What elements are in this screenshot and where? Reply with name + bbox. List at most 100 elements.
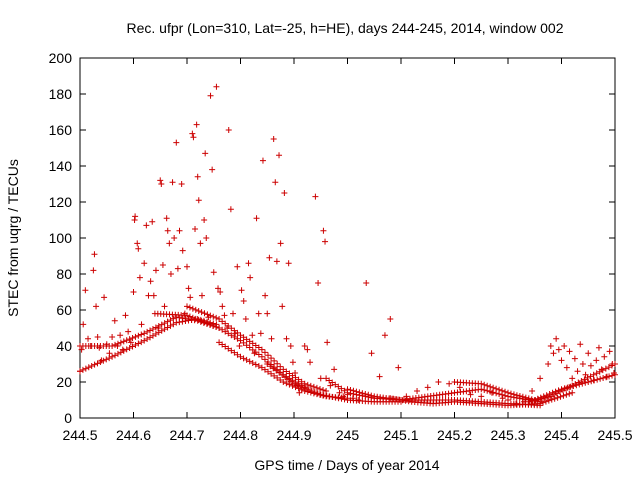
data-point <box>484 382 491 389</box>
data-point <box>605 364 612 371</box>
data-point <box>152 324 159 331</box>
data-point <box>213 323 220 330</box>
data-point <box>323 388 330 394</box>
data-points <box>77 83 618 409</box>
data-point <box>265 352 272 359</box>
x-tick-label: 244.6 <box>116 427 151 443</box>
data-point <box>184 312 190 319</box>
data-point <box>129 334 136 341</box>
data-point <box>192 315 199 322</box>
data-point <box>170 315 177 322</box>
data-point <box>163 215 170 222</box>
data-point <box>145 292 152 299</box>
data-point <box>195 197 202 204</box>
data-point <box>481 381 488 388</box>
data-point <box>368 350 375 357</box>
data-point <box>295 376 302 383</box>
data-point <box>130 289 137 295</box>
data-point <box>277 363 284 370</box>
data-point <box>563 391 570 398</box>
data-point <box>255 310 262 317</box>
data-point <box>185 285 192 292</box>
data-point <box>213 83 220 90</box>
data-point <box>253 215 260 222</box>
data-point <box>103 356 110 363</box>
data-point <box>532 397 539 404</box>
data-point <box>314 390 321 397</box>
data-point <box>252 342 259 349</box>
x-tick-label: 244.5 <box>62 427 97 443</box>
data-point <box>249 359 256 366</box>
data-point <box>596 368 603 375</box>
data-point <box>228 332 235 339</box>
data-point <box>563 385 570 392</box>
data-point <box>230 310 237 317</box>
data-point <box>566 348 573 355</box>
data-point <box>496 386 503 393</box>
data-point <box>157 177 164 184</box>
data-point <box>246 344 253 351</box>
data-point <box>194 173 201 180</box>
data-point <box>595 344 602 351</box>
data-point <box>259 157 266 164</box>
data-point <box>82 365 89 372</box>
data-point <box>553 390 560 397</box>
data-point <box>120 347 127 354</box>
data-point <box>338 395 345 402</box>
data-point <box>563 364 570 371</box>
data-point <box>560 387 567 394</box>
data-point <box>237 337 244 344</box>
data-point <box>258 364 265 371</box>
data-point <box>381 332 388 339</box>
data-point <box>332 381 339 388</box>
data-point <box>228 347 235 354</box>
data-point <box>609 372 616 379</box>
data-point <box>126 336 133 343</box>
data-point <box>579 380 586 387</box>
data-point <box>585 350 592 357</box>
y-axis-label: STEC from uqrg / TECUs <box>5 159 21 317</box>
data-point <box>557 393 564 400</box>
y-tick-label: 0 <box>64 410 72 426</box>
data-point <box>272 179 279 186</box>
data-point <box>529 398 536 405</box>
data-point <box>313 384 320 391</box>
data-point <box>467 391 474 398</box>
data-point <box>189 314 196 321</box>
data-point <box>281 190 288 196</box>
data-point <box>347 387 354 393</box>
data-point <box>323 375 330 382</box>
data-point <box>289 372 296 379</box>
data-point <box>143 222 150 229</box>
data-point <box>252 361 259 368</box>
data-point <box>141 330 148 337</box>
data-point <box>219 341 226 348</box>
data-point <box>109 353 116 360</box>
data-point <box>578 377 585 384</box>
data-point <box>237 353 244 360</box>
data-point <box>246 358 253 365</box>
data-point <box>158 321 165 328</box>
data-point <box>111 317 118 324</box>
data-point <box>166 240 173 247</box>
data-point <box>435 379 442 385</box>
data-point <box>173 319 180 326</box>
data-point <box>577 341 584 348</box>
data-point <box>554 394 561 401</box>
data-point <box>85 335 92 342</box>
data-point <box>368 392 375 399</box>
data-point <box>390 395 397 402</box>
data-point <box>537 375 544 382</box>
data-point <box>243 336 250 343</box>
data-point <box>225 330 232 337</box>
data-point <box>594 376 601 383</box>
data-point <box>510 391 517 398</box>
data-point <box>324 339 331 346</box>
data-point <box>353 388 360 395</box>
data-point <box>261 349 268 356</box>
data-point <box>147 327 154 334</box>
data-point <box>277 376 284 383</box>
data-point <box>171 235 178 241</box>
x-tick-label: 245.5 <box>597 427 632 443</box>
data-point <box>350 387 357 394</box>
